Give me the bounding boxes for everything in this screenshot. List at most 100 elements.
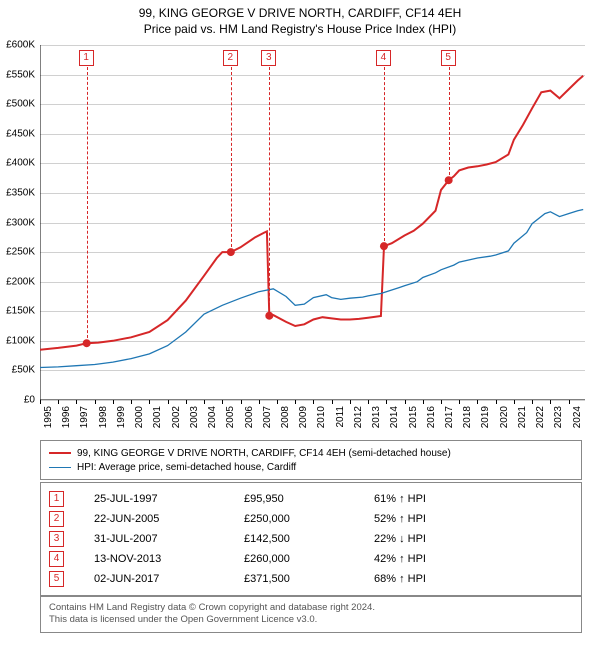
x-axis-label: 2024 — [572, 406, 583, 436]
row-date: 25-JUL-1997 — [94, 493, 244, 505]
marker-vline — [231, 67, 232, 252]
y-axis-label: £500K — [0, 99, 35, 110]
row-date: 22-JUN-2005 — [94, 513, 244, 525]
x-tick — [259, 400, 260, 404]
legend-box: 99, KING GEORGE V DRIVE NORTH, CARDIFF, … — [40, 440, 582, 480]
marker-label-3: 3 — [261, 50, 276, 66]
marker-vline — [87, 67, 88, 343]
x-tick — [149, 400, 150, 404]
x-axis-label: 2021 — [517, 406, 528, 436]
x-axis-label: 2005 — [225, 406, 236, 436]
x-axis-label: 2013 — [371, 406, 382, 436]
row-date: 31-JUL-2007 — [94, 533, 244, 545]
y-axis-label: £50K — [0, 365, 35, 376]
x-tick — [569, 400, 570, 404]
y-axis-label: £150K — [0, 306, 35, 317]
x-axis-label: 1999 — [116, 406, 127, 436]
x-axis-label: 2015 — [408, 406, 419, 436]
series-hpi_cardiff — [40, 210, 583, 368]
x-tick — [350, 400, 351, 404]
x-tick — [313, 400, 314, 404]
legend-label: 99, KING GEORGE V DRIVE NORTH, CARDIFF, … — [77, 448, 451, 459]
legend-item: 99, KING GEORGE V DRIVE NORTH, CARDIFF, … — [49, 446, 573, 460]
x-axis-label: 2014 — [389, 406, 400, 436]
x-axis-label: 2019 — [480, 406, 491, 436]
x-tick — [277, 400, 278, 404]
y-axis-label: £450K — [0, 128, 35, 139]
x-tick — [186, 400, 187, 404]
chart-plot-area: 12345 — [40, 45, 585, 400]
x-tick — [386, 400, 387, 404]
x-axis-label: 2003 — [189, 406, 200, 436]
x-axis-label: 1996 — [61, 406, 72, 436]
x-tick — [295, 400, 296, 404]
x-tick — [423, 400, 424, 404]
x-tick — [441, 400, 442, 404]
x-axis-label: 2022 — [535, 406, 546, 436]
legend-label: HPI: Average price, semi-detached house,… — [77, 462, 296, 473]
x-tick — [332, 400, 333, 404]
row-marker: 1 — [49, 491, 64, 507]
table-row: 502-JUN-2017£371,50068% ↑ HPI — [49, 569, 573, 589]
x-tick — [496, 400, 497, 404]
row-marker: 2 — [49, 511, 64, 527]
table-row: 4 13-NOV-2013£260,00042% ↑ HPI — [49, 549, 573, 569]
row-pct: 52% ↑ HPI — [374, 513, 494, 525]
y-axis-label: £550K — [0, 69, 35, 80]
x-tick — [95, 400, 96, 404]
x-axis-label: 2018 — [462, 406, 473, 436]
marker-vline — [449, 67, 450, 180]
x-tick — [241, 400, 242, 404]
y-axis-label: £200K — [0, 276, 35, 287]
table-row: 125-JUL-1997£95,95061% ↑ HPI — [49, 489, 573, 509]
row-price: £250,000 — [244, 513, 374, 525]
footer-line1: Contains HM Land Registry data © Crown c… — [49, 602, 573, 614]
transactions-table: 125-JUL-1997£95,95061% ↑ HPI222-JUN-2005… — [40, 482, 582, 596]
y-axis-label: £350K — [0, 187, 35, 198]
x-axis-label: 2004 — [207, 406, 218, 436]
x-axis-label: 2017 — [444, 406, 455, 436]
x-axis-label: 2023 — [553, 406, 564, 436]
title-line1: 99, KING GEORGE V DRIVE NORTH, CARDIFF, … — [0, 6, 600, 22]
x-tick — [222, 400, 223, 404]
x-tick — [58, 400, 59, 404]
row-price: £142,500 — [244, 533, 374, 545]
y-axis-label: £100K — [0, 335, 35, 346]
marker-vline — [384, 67, 385, 246]
x-axis-label: 2000 — [134, 406, 145, 436]
x-axis-label: 2009 — [298, 406, 309, 436]
x-axis-label: 2016 — [426, 406, 437, 436]
y-axis-label: £300K — [0, 217, 35, 228]
x-tick — [532, 400, 533, 404]
chart-title-block: 99, KING GEORGE V DRIVE NORTH, CARDIFF, … — [0, 0, 600, 37]
y-axis-label: £600K — [0, 40, 35, 51]
row-price: £371,500 — [244, 573, 374, 585]
title-line2: Price paid vs. HM Land Registry's House … — [0, 22, 600, 38]
y-axis-label: £0 — [0, 395, 35, 406]
x-tick — [204, 400, 205, 404]
x-axis-label: 2012 — [353, 406, 364, 436]
x-tick — [477, 400, 478, 404]
row-marker: 4 — [49, 551, 64, 567]
x-axis-label: 2010 — [316, 406, 327, 436]
legend-swatch — [49, 467, 71, 468]
row-pct: 42% ↑ HPI — [374, 553, 494, 565]
marker-label-2: 2 — [223, 50, 238, 66]
x-axis-label: 1997 — [79, 406, 90, 436]
legend-swatch — [49, 452, 71, 454]
x-axis-label: 2002 — [171, 406, 182, 436]
x-tick — [113, 400, 114, 404]
footer-attribution: Contains HM Land Registry data © Crown c… — [40, 596, 582, 633]
row-date: 02-JUN-2017 — [94, 573, 244, 585]
x-axis-label: 2006 — [244, 406, 255, 436]
chart-svg — [40, 45, 585, 400]
row-date: 13-NOV-2013 — [94, 553, 244, 565]
x-tick — [550, 400, 551, 404]
row-marker: 3 — [49, 531, 64, 547]
y-axis-label: £250K — [0, 247, 35, 258]
x-tick — [459, 400, 460, 404]
x-tick — [514, 400, 515, 404]
y-axis-label: £400K — [0, 158, 35, 169]
row-price: £260,000 — [244, 553, 374, 565]
x-axis-label: 1995 — [43, 406, 54, 436]
